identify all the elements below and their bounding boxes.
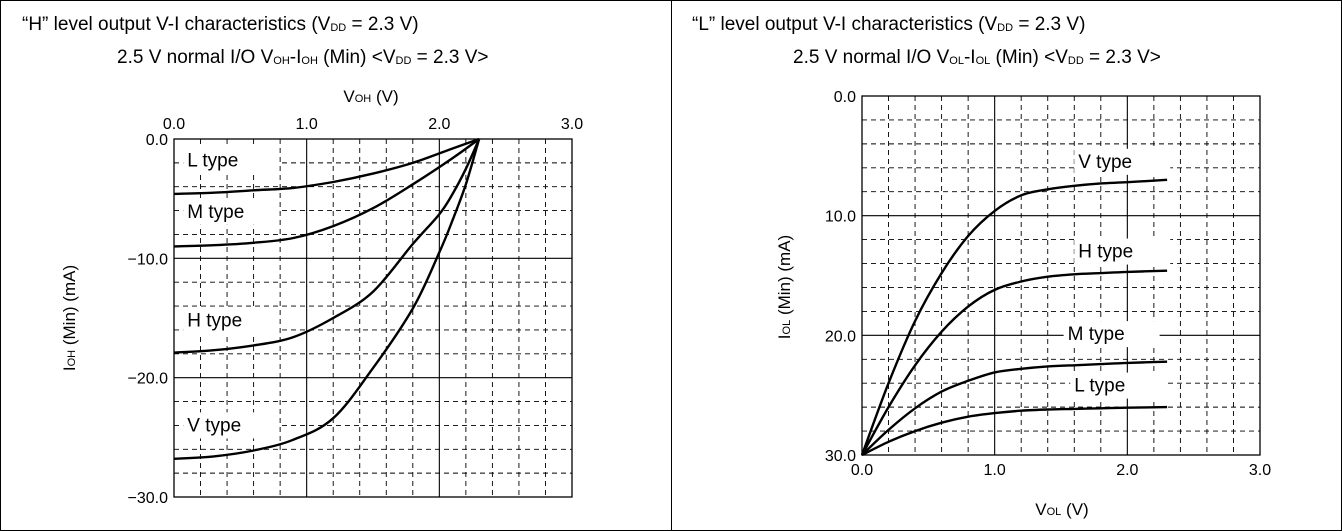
- left-series-h-type-label: H type: [187, 310, 242, 331]
- right-x-tick-label: 2.0: [1116, 462, 1138, 479]
- right-chart-title: “L” level output V-I characteristics (VD…: [692, 14, 1085, 35]
- right-series-m-type-label-bg: [1063, 321, 1160, 348]
- right-series-l-type-label-bg: [1070, 372, 1167, 399]
- right-chart-subtitle: 2.5 V normal I/O VOL-IOL (Min) <VDD = 2.…: [793, 47, 1161, 68]
- left-series-l-type-label-bg: [183, 147, 280, 174]
- right-series-v-type-label-bg: [1074, 148, 1171, 175]
- right-plot-border: [861, 95, 1261, 456]
- left-chart-subtitle: 2.5 V normal I/O VOH-IOH (Min) <VDD = 2.…: [117, 47, 489, 68]
- right-plot-area: 0.0 1.0 2.0 3.0 0.0 10.0 20.0 30.0 V type H type M…: [825, 89, 1271, 479]
- left-x-tick-label: 3.0: [561, 116, 583, 133]
- left-y-tick-label: −10.0: [128, 251, 169, 268]
- left-series-h-type-label-bg: [183, 307, 280, 334]
- left-x-tick-label: 2.0: [428, 116, 450, 133]
- left-series-l-type-line: [173, 137, 480, 196]
- right-series-l-type-line: [861, 405, 1168, 457]
- left-series-v-type-label-bg: [183, 412, 280, 439]
- right-y-tick-label: 10.0: [825, 209, 856, 226]
- right-x-tick-label: 3.0: [1249, 462, 1271, 479]
- left-y-tick-label: −20.0: [128, 371, 169, 388]
- left-y-axis-label: IOH (Min) (mA): [60, 265, 79, 371]
- right-series-h-type-label-bg: [1074, 238, 1171, 265]
- right-y-tick-label: 0.0: [834, 89, 856, 106]
- right-series-h-type-line: [860, 269, 1168, 456]
- right-series-l-type-label: L type: [1074, 376, 1125, 397]
- left-series-h-type-line: [173, 138, 481, 354]
- left-series-v-type-label: V type: [187, 415, 241, 436]
- left-x-tick-label: 0.0: [163, 116, 185, 133]
- left-plot-border: [173, 138, 573, 498]
- right-x-tick-label: 1.0: [984, 462, 1006, 479]
- right-series-m-type-line: [861, 360, 1168, 456]
- left-series-m-type-label-bg: [183, 198, 280, 225]
- right-y-tick-label: 20.0: [825, 328, 856, 345]
- right-series-h-type-label: H type: [1078, 242, 1133, 263]
- left-chart-title: “H” level output V-I characteristics (VD…: [22, 14, 419, 35]
- right-x-tick-label: 0.0: [851, 462, 873, 479]
- left-y-tick-label: 0.0: [146, 132, 168, 149]
- left-series-l-type-label: L type: [187, 150, 238, 171]
- left-plot-area: 0.0 1.0 2.0 3.0 0.0 −10.0 −20.0 −30.0 L type M ty…: [128, 116, 584, 507]
- right-x-axis-label: VOL (V): [1035, 500, 1088, 519]
- right-series-m-type-label: M type: [1068, 324, 1125, 345]
- panel-divider: [671, 0, 672, 531]
- right-y-axis-label: IOL (Min) (mA): [775, 235, 794, 339]
- left-series-m-type-line: [173, 138, 480, 248]
- left-x-axis-label: VOH (V): [343, 87, 398, 106]
- right-y-tick-label: 30.0: [825, 448, 856, 465]
- left-series-v-type-line: [173, 138, 481, 460]
- right-series-v-type-label: V type: [1078, 152, 1132, 173]
- left-y-tick-label: −30.0: [128, 490, 169, 507]
- right-series-v-type-line: [860, 178, 1168, 456]
- left-series-m-type-label: M type: [187, 202, 244, 223]
- left-x-tick-label: 1.0: [296, 116, 318, 133]
